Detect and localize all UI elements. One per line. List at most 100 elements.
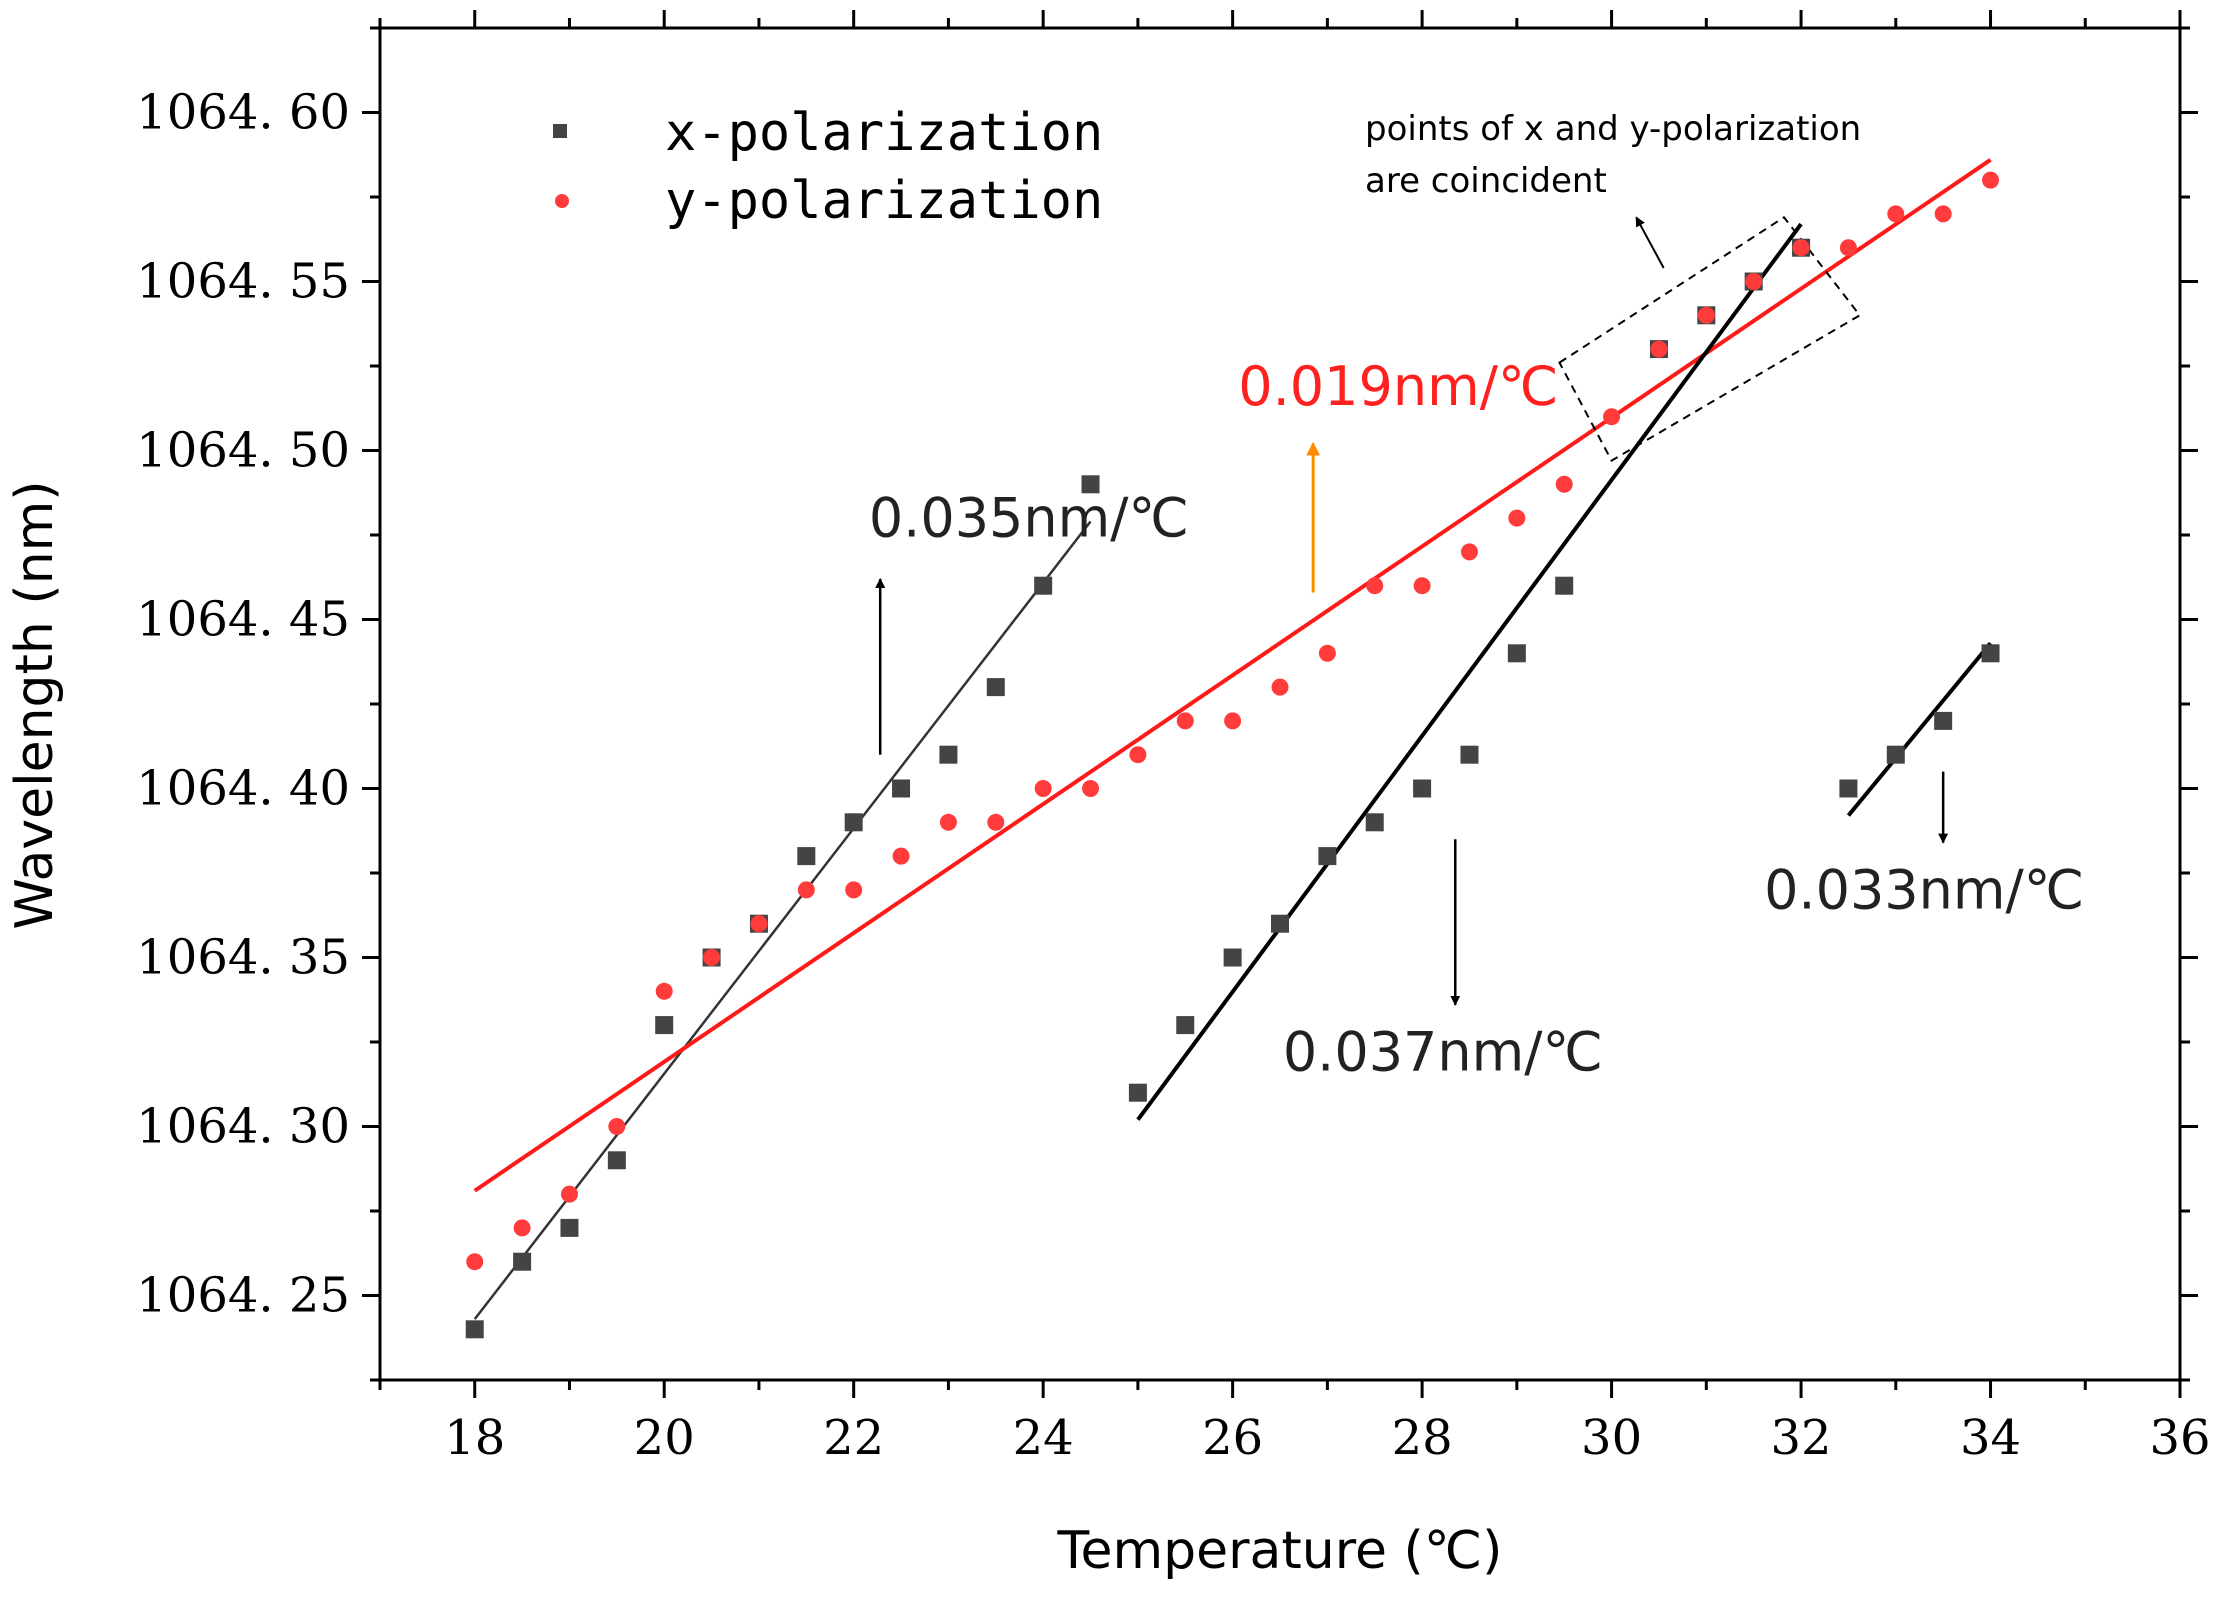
point-x-polarization: [1460, 745, 1479, 764]
y-tick-label: 1064. 25: [136, 1268, 350, 1324]
point-y-polarization: [513, 1219, 531, 1237]
x-tick-label: 22: [823, 1410, 884, 1466]
y-tick-label: 1064. 40: [136, 761, 350, 817]
point-x-polarization: [465, 1320, 484, 1339]
point-y-polarization: [466, 1253, 484, 1271]
point-x-polarization: [607, 1151, 626, 1170]
point-y-polarization: [1176, 712, 1194, 730]
point-y-polarization: [1413, 577, 1431, 595]
point-y-polarization: [655, 982, 673, 1000]
y-tick-label: 1064. 30: [136, 1099, 350, 1155]
point-x-polarization: [1223, 948, 1242, 967]
point-y-polarization: [1460, 543, 1478, 561]
point-y-polarization: [1224, 712, 1242, 730]
plot-frame: [378, 26, 2182, 1382]
point-y-polarization: [560, 1185, 578, 1203]
point-y-polarization: [1745, 273, 1763, 290]
slope-x2-label: 0.037nm/℃: [1283, 1021, 1603, 1084]
point-x-polarization: [844, 813, 863, 832]
point-y-polarization: [1934, 205, 1952, 223]
point-x-polarization: [1934, 711, 1953, 730]
point-y-polarization: [703, 949, 721, 966]
data-points: [465, 171, 2000, 1339]
y-tick-label: 1064. 55: [136, 254, 350, 310]
point-y-polarization: [1887, 205, 1905, 223]
point-y-polarization: [1982, 171, 2000, 189]
point-y-polarization: [750, 915, 768, 933]
point-x-polarization: [655, 1016, 674, 1035]
y-tick-label: 1064. 35: [136, 930, 350, 986]
x-tick-label: 26: [1202, 1410, 1263, 1466]
point-x-polarization: [1413, 779, 1432, 798]
point-x-polarization: [939, 745, 958, 764]
point-y-polarization: [1508, 509, 1526, 527]
legend: x-polarization y-polarization: [553, 103, 1103, 231]
point-y-polarization: [1271, 678, 1289, 696]
x-tick-label: 34: [1960, 1410, 2021, 1466]
x-axis-ticks: 18 20 22 24 26 28 30 32 34 36: [378, 10, 2211, 1466]
x-tick-label: 28: [1392, 1410, 1453, 1466]
fit-lines: [473, 158, 1993, 1320]
fit-x-2: [1136, 222, 1803, 1121]
point-x-polarization: [1839, 779, 1858, 798]
point-y-polarization: [987, 813, 1005, 831]
x-tick-label: 32: [1771, 1410, 1832, 1466]
point-y-polarization: [892, 847, 910, 865]
point-x-polarization: [1981, 644, 2000, 663]
point-x-polarization: [1886, 745, 1905, 764]
point-x-polarization: [513, 1252, 532, 1271]
fit-x-3: [1846, 641, 1993, 817]
point-x-polarization: [892, 779, 911, 798]
coincident-arrow: [1635, 216, 1665, 269]
slope-annotations: 0.035nm/℃ 0.019nm/℃ 0.037nm/℃ 0.033nm/℃: [869, 355, 2085, 1084]
point-y-polarization: [1650, 340, 1668, 358]
point-x-polarization: [1365, 813, 1384, 832]
point-x-polarization: [986, 678, 1005, 697]
fit-x-1: [473, 520, 1092, 1320]
legend-label-y-polarization: y-polarization: [665, 171, 1103, 231]
point-x-polarization: [1176, 1016, 1195, 1035]
x-tick-label: 30: [1581, 1410, 1642, 1466]
point-x-polarization: [1507, 644, 1526, 663]
coincident-note-line-2: are coincident: [1365, 161, 1607, 201]
point-y-polarization: [1697, 306, 1715, 324]
point-x-polarization: [1128, 1083, 1147, 1102]
point-y-polarization: [1603, 408, 1621, 426]
fit-y: [473, 158, 1992, 1193]
point-y-polarization: [1318, 644, 1336, 662]
x-axis-title: Temperature (℃): [1057, 1521, 1503, 1581]
point-y-polarization: [1839, 239, 1857, 257]
legend-marker-y-polarization: [555, 194, 569, 208]
y-tick-label: 1064. 60: [136, 85, 350, 141]
coincident-note: points of x and y-polarization are coinci…: [1365, 109, 1862, 463]
y-axis-ticks: 1064. 25 1064. 30 1064. 35 1064. 40 1064. 45…: [136, 26, 2198, 1382]
x-tick-label: 20: [634, 1410, 695, 1466]
coincident-note-line-1: points of x and y-polarization: [1365, 109, 1861, 149]
point-y-polarization: [1034, 780, 1052, 797]
point-y-polarization: [608, 1118, 626, 1135]
slope-x3-label: 0.033nm/℃: [1764, 858, 2084, 921]
legend-label-x-polarization: x-polarization: [665, 103, 1103, 163]
point-y-polarization: [797, 881, 815, 899]
point-y-polarization: [1082, 780, 1100, 797]
point-x-polarization: [1081, 475, 1100, 494]
point-x-polarization: [797, 847, 816, 866]
x-tick-label: 36: [2149, 1410, 2210, 1466]
y-tick-label: 1064. 50: [136, 423, 350, 479]
y-tick-label: 1064. 45: [136, 592, 350, 648]
x-tick-label: 24: [1013, 1410, 1074, 1466]
point-y-polarization: [1129, 746, 1147, 764]
coincident-box: [1558, 215, 1862, 463]
point-y-polarization: [845, 881, 863, 899]
x-tick-label: 18: [444, 1410, 505, 1466]
point-y-polarization: [939, 813, 957, 831]
point-y-polarization: [1792, 239, 1810, 257]
legend-marker-x-polarization: [553, 124, 567, 138]
point-y-polarization: [1366, 577, 1384, 595]
slope-y-label: 0.019nm/℃: [1238, 355, 1558, 418]
point-y-polarization: [1555, 475, 1573, 493]
point-x-polarization: [560, 1218, 579, 1237]
y-axis-title: Wavelength (nm): [5, 480, 65, 929]
point-x-polarization: [1034, 576, 1053, 595]
